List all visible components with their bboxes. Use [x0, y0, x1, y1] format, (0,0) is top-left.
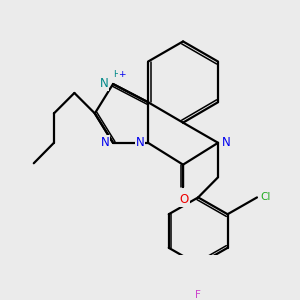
Text: H: H: [113, 70, 120, 80]
Text: O: O: [180, 193, 189, 206]
Text: N: N: [136, 136, 144, 149]
Text: N: N: [100, 136, 109, 149]
Text: +: +: [118, 70, 126, 80]
Text: N: N: [222, 136, 231, 149]
Text: N: N: [100, 77, 109, 91]
Text: F: F: [195, 290, 201, 300]
Text: Cl: Cl: [261, 192, 271, 203]
